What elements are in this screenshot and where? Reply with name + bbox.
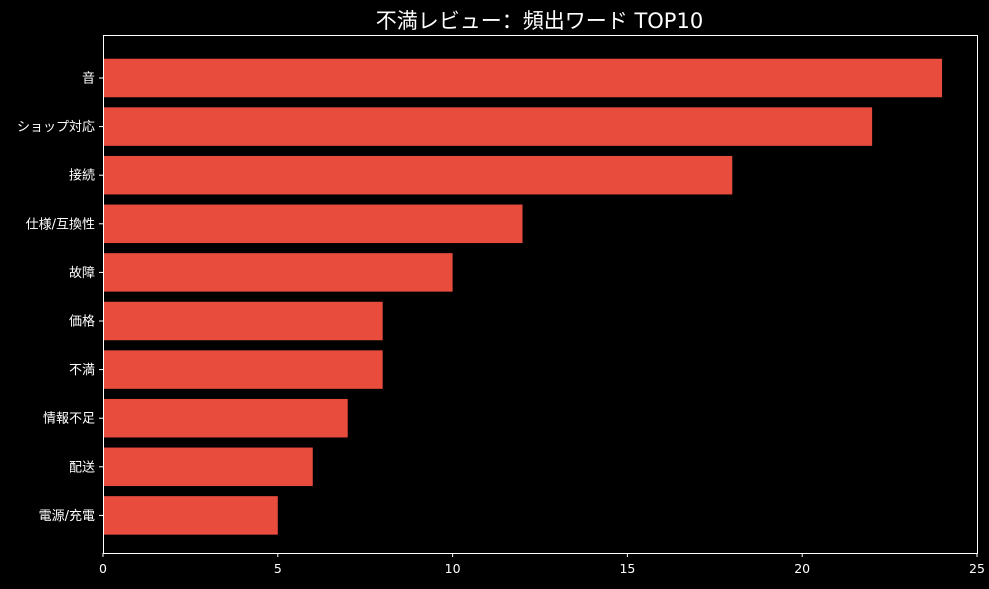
bar bbox=[103, 253, 453, 292]
chart-title: 不満レビュー：頻出ワード TOP10 bbox=[376, 9, 703, 33]
bars-group bbox=[103, 58, 943, 535]
category-label: 電源/充電 bbox=[39, 508, 95, 524]
bar bbox=[103, 107, 873, 146]
x-tick-label: 10 bbox=[445, 561, 461, 576]
category-label: 不満 bbox=[69, 363, 95, 378]
bar bbox=[103, 496, 278, 535]
category-label: ショップ対応 bbox=[17, 120, 95, 135]
category-label: 配送 bbox=[69, 460, 95, 475]
bar bbox=[103, 58, 943, 98]
bar bbox=[103, 398, 348, 438]
category-label: 接続 bbox=[69, 168, 95, 184]
plot-frame bbox=[103, 35, 978, 554]
x-tick-label: 15 bbox=[619, 561, 635, 576]
x-tick-label: 5 bbox=[274, 561, 282, 576]
category-label: 価格 bbox=[69, 314, 95, 330]
category-label: 音 bbox=[82, 71, 95, 87]
category-label: 故障 bbox=[69, 266, 95, 281]
bar bbox=[103, 155, 733, 195]
x-tick-label: 0 bbox=[99, 561, 107, 576]
bar bbox=[103, 447, 313, 487]
x-tick-label: 20 bbox=[794, 561, 810, 576]
bar bbox=[103, 350, 383, 389]
category-label: 情報不足 bbox=[43, 412, 95, 427]
category-label: 仕様/互換性 bbox=[26, 217, 95, 232]
x-axis-ticks: 0 5 10 15 20 25 bbox=[99, 553, 985, 576]
bar bbox=[103, 301, 383, 341]
x-tick-label: 25 bbox=[969, 561, 985, 576]
bar bbox=[103, 204, 523, 244]
